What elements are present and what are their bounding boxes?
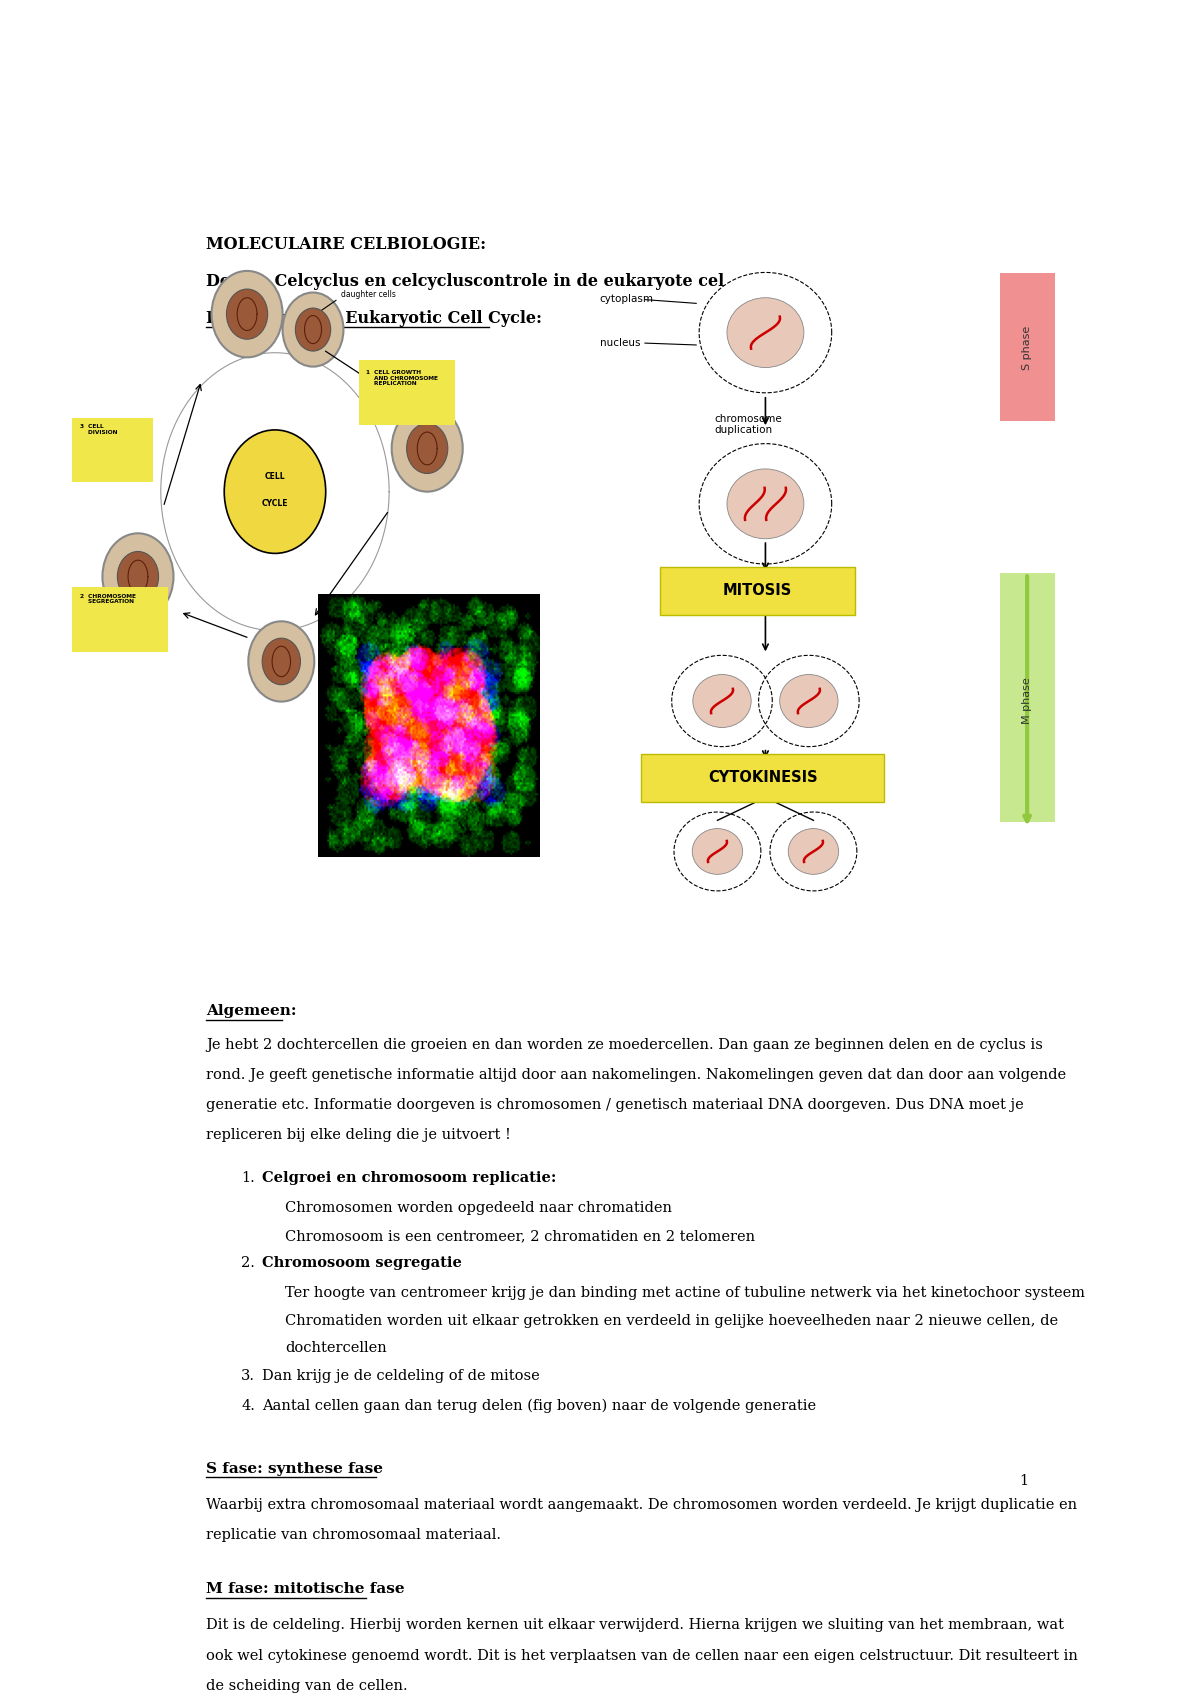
FancyBboxPatch shape — [359, 360, 455, 424]
Text: Deel 2: Celcyclus en celcycluscontrole in de eukaryote cel: Deel 2: Celcyclus en celcycluscontrole i… — [206, 273, 724, 290]
FancyBboxPatch shape — [641, 754, 884, 801]
Text: S phase: S phase — [1022, 326, 1032, 370]
Text: rond. Je geeft genetische informatie altijd door aan nakomelingen. Nakomelingen : rond. Je geeft genetische informatie alt… — [206, 1068, 1066, 1082]
Circle shape — [391, 406, 463, 492]
Text: M fase: mitotische fase: M fase: mitotische fase — [206, 1583, 409, 1596]
Text: repliceren bij elke deling die je uitvoert !: repliceren bij elke deling die je uitvoe… — [206, 1127, 511, 1143]
Text: replicatie van chromosomaal materiaal.: replicatie van chromosomaal materiaal. — [206, 1528, 500, 1542]
Text: CELL: CELL — [265, 472, 286, 481]
Text: CYCLE: CYCLE — [262, 499, 288, 508]
Circle shape — [692, 674, 751, 727]
Text: 3.: 3. — [241, 1369, 256, 1382]
Text: Chromatiden worden uit elkaar getrokken en verdeeld in gelijke hoeveelheden naar: Chromatiden worden uit elkaar getrokken … — [284, 1314, 1058, 1328]
Circle shape — [282, 292, 343, 367]
Text: Aantal cellen gaan dan terug delen (fig boven) naar de volgende generatie: Aantal cellen gaan dan terug delen (fig … — [262, 1399, 816, 1413]
Text: Celgroei en chromosoom replicatie:: Celgroei en chromosoom replicatie: — [262, 1172, 556, 1185]
Text: 2  CHROMOSOME
    SEGREGATION: 2 CHROMOSOME SEGREGATION — [79, 594, 136, 604]
Circle shape — [227, 289, 268, 340]
Circle shape — [692, 829, 743, 874]
Circle shape — [407, 423, 448, 474]
Circle shape — [295, 307, 331, 351]
FancyBboxPatch shape — [72, 418, 154, 482]
Text: Chromosoom is een centromeer, 2 chromatiden en 2 telomeren: Chromosoom is een centromeer, 2 chromati… — [284, 1229, 755, 1243]
Text: 1: 1 — [1020, 1474, 1028, 1487]
Text: nucleus: nucleus — [600, 338, 641, 348]
Text: Chromosomen worden opgedeeld naar chromatiden: Chromosomen worden opgedeeld naar chroma… — [284, 1202, 672, 1216]
Text: Chromosoom segregatie: Chromosoom segregatie — [262, 1257, 462, 1270]
Text: Dit is de celdeling. Hierbij worden kernen uit elkaar verwijderd. Hierna krijgen: Dit is de celdeling. Hierbij worden kern… — [206, 1618, 1064, 1632]
Text: MOLECULAIRE CELBIOLOGIE:: MOLECULAIRE CELBIOLOGIE: — [206, 236, 486, 253]
Text: 1.: 1. — [241, 1172, 254, 1185]
FancyBboxPatch shape — [72, 588, 168, 652]
Text: dochtercellen: dochtercellen — [284, 1341, 386, 1355]
Circle shape — [788, 829, 839, 874]
Text: Dan krijg je de celdeling of de mitose: Dan krijg je de celdeling of de mitose — [262, 1369, 539, 1382]
Text: 2.: 2. — [241, 1257, 256, 1270]
Text: 3  CELL
    DIVISION: 3 CELL DIVISION — [79, 424, 118, 435]
Text: Algemeen:: Algemeen: — [206, 1004, 296, 1017]
Circle shape — [248, 621, 314, 701]
Text: MITOSIS: MITOSIS — [722, 584, 792, 598]
Text: S fase: synthese fase: S fase: synthese fase — [206, 1462, 388, 1476]
Text: Je hebt 2 dochtercellen die groeien en dan worden ze moedercellen. Dan gaan ze b: Je hebt 2 dochtercellen die groeien en d… — [206, 1037, 1043, 1053]
FancyBboxPatch shape — [660, 567, 854, 615]
Circle shape — [102, 533, 174, 620]
Circle shape — [727, 297, 804, 367]
Circle shape — [262, 638, 300, 684]
FancyBboxPatch shape — [1000, 574, 1055, 822]
Text: generatie etc. Informatie doorgeven is chromosomen / genetisch materiaal DNA doo: generatie etc. Informatie doorgeven is c… — [206, 1099, 1024, 1112]
Text: 4.: 4. — [241, 1399, 256, 1413]
Circle shape — [780, 674, 838, 727]
Text: CYTOKINESIS: CYTOKINESIS — [708, 771, 817, 784]
Text: de scheiding van de cellen.: de scheiding van de cellen. — [206, 1679, 408, 1693]
Text: 1  CELL GROWTH
    AND CHROMOSOME
    REPLICATION: 1 CELL GROWTH AND CHROMOSOME REPLICATION — [366, 370, 438, 387]
Circle shape — [727, 469, 804, 538]
Text: Regulating the Eukaryotic Cell Cycle:: Regulating the Eukaryotic Cell Cycle: — [206, 309, 542, 326]
Text: M phase: M phase — [1022, 678, 1032, 725]
Text: cytoplasm: cytoplasm — [600, 294, 654, 304]
Text: daughter cells: daughter cells — [341, 290, 396, 299]
Circle shape — [211, 272, 282, 357]
FancyBboxPatch shape — [1000, 273, 1055, 421]
Circle shape — [224, 430, 325, 554]
Text: Waarbij extra chromosomaal materiaal wordt aangemaakt. De chromosomen worden ver: Waarbij extra chromosomaal materiaal wor… — [206, 1498, 1076, 1513]
Text: Ter hoogte van centromeer krijg je dan binding met actine of tubuline netwerk vi: Ter hoogte van centromeer krijg je dan b… — [284, 1287, 1085, 1301]
Text: chromosome
duplication: chromosome duplication — [714, 414, 781, 435]
Text: ook wel cytokinese genoemd wordt. Dit is het verplaatsen van de cellen naar een : ook wel cytokinese genoemd wordt. Dit is… — [206, 1649, 1078, 1662]
Circle shape — [118, 552, 158, 601]
